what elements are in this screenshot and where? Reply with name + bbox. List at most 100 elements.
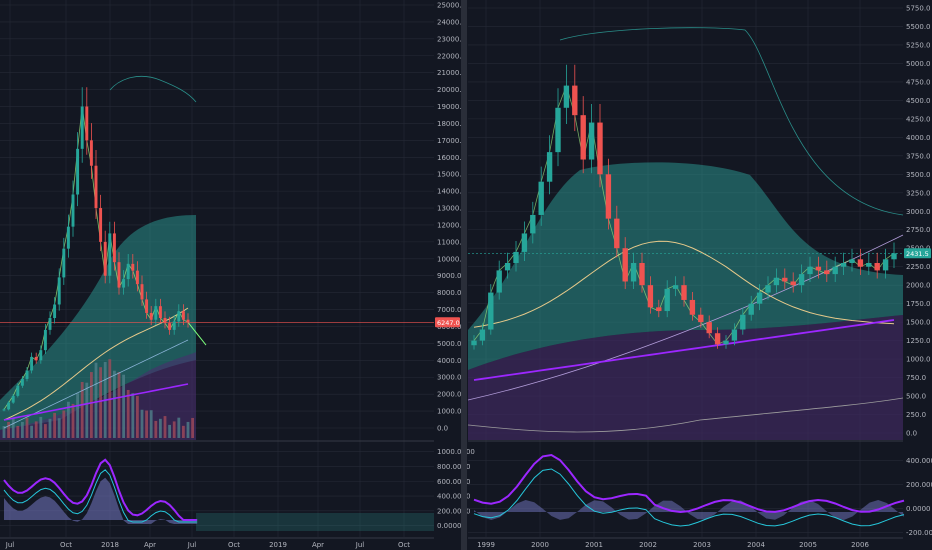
- rt-candle-body: [832, 266, 838, 275]
- rt-candle-body: [731, 329, 738, 341]
- rt-y-tick: 3250.0: [906, 189, 931, 197]
- left-price-grid: [0, 0, 434, 537]
- rb-secondary-line: [473, 468, 905, 527]
- rb-y-tick: 0.0000: [906, 505, 931, 513]
- lb-y-tick: 400.0000: [437, 493, 470, 501]
- rt-y-tick: 750.0: [906, 374, 926, 382]
- rt-candle-body: [513, 251, 519, 263]
- lt-volume-bar: [168, 424, 171, 438]
- left-price-axis[interactable]: 25000.0 24000.0 23000.0 22000.0 21000.0 20000…: [435, 2, 466, 433]
- lt-volume-bar: [117, 372, 121, 438]
- rt-candle-body: [521, 233, 528, 252]
- rt-candle-body: [656, 307, 662, 312]
- lt-volume-bar: [186, 421, 190, 438]
- lt-volume-bar: [159, 418, 162, 438]
- lt-volume-bar: [122, 374, 125, 438]
- rb-primary-line: [473, 453, 905, 514]
- rt-y-tick: 5000.0: [906, 60, 931, 68]
- lt-y-tick: 18000.0: [437, 120, 466, 128]
- rt-candle-body: [866, 263, 872, 267]
- lt-candle-body: [186, 319, 190, 323]
- lt-long-average: [3, 383, 189, 421]
- lt-y-tick: 8000.0: [437, 289, 462, 297]
- lt-volume-bar: [136, 395, 139, 438]
- rt-candle-body: [639, 263, 645, 286]
- lb-secondary-line: [3, 469, 198, 523]
- left-price-panel[interactable]: 25000.0 24000.0 23000.0 22000.0 21000.0 20000…: [0, 0, 466, 537]
- lt-candle-body: [168, 323, 172, 330]
- lx-x-tick: Jul: [187, 541, 197, 549]
- rt-candle-body: [765, 285, 771, 293]
- lt-y-tick: 2000.0: [437, 391, 462, 399]
- rt-y-tick: 2750.0: [906, 226, 931, 234]
- lt-y-tick: 11000.0: [437, 238, 466, 246]
- rt-candle-body: [824, 270, 830, 275]
- rt-long-average: [473, 319, 895, 381]
- lt-volume-bar: [39, 416, 43, 438]
- rt-y-tick: 5250.0: [906, 41, 931, 49]
- lt-candle-body: [89, 140, 93, 166]
- pane-divider[interactable]: [461, 0, 467, 550]
- rt-candle-body: [546, 152, 553, 182]
- lt-y-tick: 10000.0: [437, 255, 466, 263]
- left-oscillator-axis[interactable]: 1000.0000 800.0000 600.0000 400.0000 200.000…: [437, 448, 475, 530]
- lt-candle-body: [163, 318, 167, 324]
- lt-candle-body: [135, 270, 139, 285]
- rt-candle-body: [504, 263, 511, 271]
- lt-candle-body: [140, 284, 144, 300]
- lt-candle-body: [85, 106, 89, 141]
- rt-candle-body: [689, 299, 696, 315]
- rx-x-tick: 2002: [639, 541, 657, 549]
- rt-y-tick: 5750.0: [906, 5, 931, 13]
- rt-y-tick: 4500.0: [906, 97, 931, 105]
- lt-outer-envelope: [109, 76, 197, 103]
- rt-y-tick: 2250.0: [906, 263, 931, 271]
- lt-volume-bar: [7, 421, 10, 438]
- rb-y-tick: 400.0000: [906, 457, 932, 465]
- rt-candle-body: [471, 340, 477, 346]
- right-price-panel[interactable]: 5750.0 5500.0 5250.0 5000.0 4750.0 4500.0 4250…: [467, 0, 931, 537]
- rt-candle-body: [773, 277, 780, 286]
- rt-candle-body: [790, 281, 796, 286]
- lt-volume-bar: [48, 418, 52, 438]
- lt-volume-bar: [62, 410, 66, 438]
- lt-candle-body: [53, 304, 57, 319]
- lt-moving-average: [3, 307, 189, 421]
- lt-candle-body: [76, 148, 80, 195]
- lt-candle-body: [145, 299, 149, 313]
- right-oscillator-series: [473, 453, 905, 527]
- lt-volume-bar: [53, 412, 56, 438]
- lt-candle-body: [149, 312, 153, 320]
- rt-candle-body: [882, 259, 889, 271]
- rt-y-tick: 1000.0: [906, 356, 931, 364]
- lb-y-tick: 1000.0000: [437, 448, 475, 456]
- rt-candle-body: [756, 292, 763, 304]
- lb-y-tick: 0.0000: [437, 522, 462, 530]
- rt-lower-envelope: [467, 397, 904, 433]
- rt-candle-body: [840, 263, 847, 267]
- rt-candle-body: [849, 259, 855, 263]
- right-price-axis[interactable]: 5750.0 5500.0 5250.0 5000.0 4750.0 4500.0 4250…: [904, 5, 931, 438]
- left-oscillator-panel[interactable]: 1000.0000 800.0000 600.0000 400.0000 200.000…: [0, 448, 475, 531]
- left-time-axis[interactable]: Jul Oct 2018 Apr Jul Oct 2019 Apr Jul Oct: [0, 440, 434, 549]
- rt-y-tick: 4250.0: [906, 115, 931, 123]
- rt-y-tick: 500.0: [906, 393, 926, 401]
- right-time-axis[interactable]: 1999 2000 2001 2002 2003 2004 2005 2006: [468, 440, 903, 549]
- rt-candle-body: [681, 285, 687, 300]
- rx-x-tick: 2006: [851, 541, 869, 549]
- lx-x-tick: Apr: [312, 541, 324, 549]
- lt-volume-bar: [34, 421, 38, 438]
- lt-volume-bar: [44, 424, 47, 438]
- rt-candle-body: [740, 314, 746, 330]
- lt-candle-body: [43, 329, 47, 351]
- lt-volume-bar: [154, 420, 158, 438]
- right-oscillator-panel[interactable]: 400.0000 200.0000 0.0000 -200.0000: [468, 453, 932, 537]
- lt-y-tick: 0.0: [437, 425, 448, 433]
- lt-volume-bar: [76, 393, 79, 438]
- lt-candle-body: [30, 356, 34, 371]
- lx-x-tick: Jul: [355, 541, 365, 549]
- lt-y-tick: 25000.0: [437, 2, 466, 10]
- lt-volume-bar: [11, 417, 15, 438]
- rt-y-tick: 3500.0: [906, 171, 931, 179]
- right-oscillator-axis[interactable]: 400.0000 200.0000 0.0000 -200.0000: [906, 457, 932, 537]
